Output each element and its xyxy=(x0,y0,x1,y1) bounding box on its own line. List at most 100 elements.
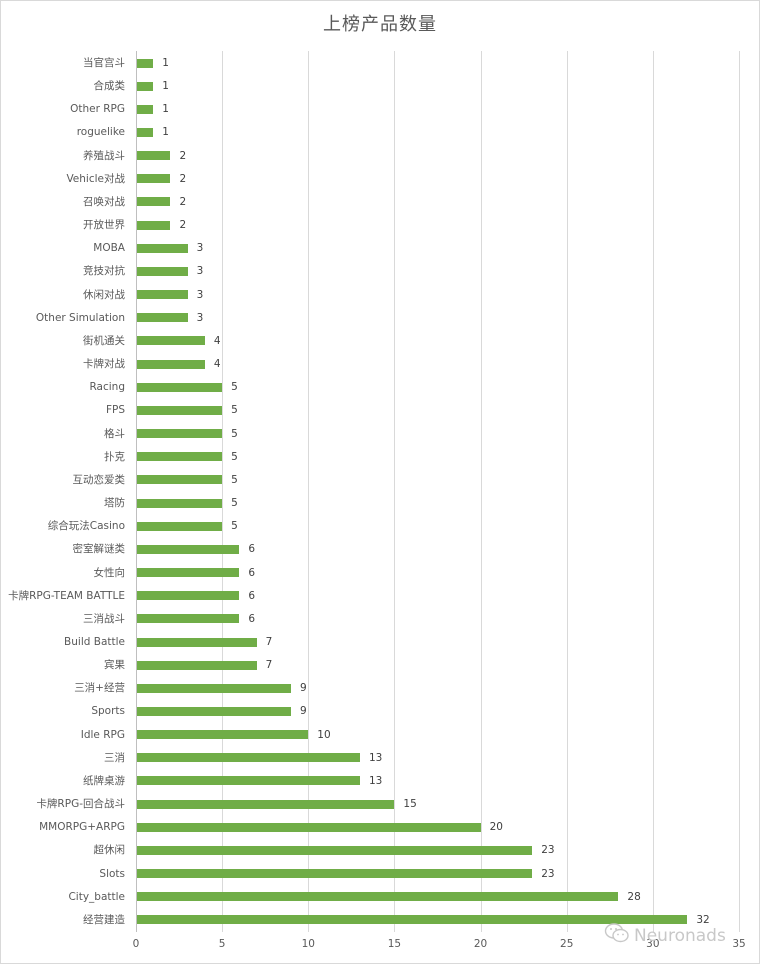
category-label: 合成类 xyxy=(93,80,126,93)
gridline xyxy=(566,51,568,932)
bar xyxy=(137,521,223,531)
bar xyxy=(137,614,240,624)
data-label: 32 xyxy=(696,913,710,926)
category-label: Idle RPG xyxy=(80,728,125,741)
category-label: 竞技对抗 xyxy=(83,265,125,278)
data-label: 1 xyxy=(162,126,169,139)
wechat-icon xyxy=(604,922,630,949)
x-tick-label: 5 xyxy=(218,938,226,950)
chart-title: 上榜产品数量 xyxy=(323,14,437,35)
category-label: 纸牌桌游 xyxy=(83,774,125,787)
plot-area: 当官宫斗 1 合成类 1 Other RPG 1 roguelike 1 养殖战斗 2 Vehicl… xyxy=(8,51,740,932)
data-label: 3 xyxy=(196,242,204,255)
category-label: 密室解谜类 xyxy=(72,543,126,556)
watermark: Neuronads xyxy=(604,922,726,949)
watermark-text: Neuronads xyxy=(634,925,726,946)
category-label: Racing xyxy=(89,381,125,394)
bar xyxy=(137,429,223,439)
category-label: 卡牌RPG-回合战斗 xyxy=(36,798,125,811)
bar xyxy=(137,753,360,763)
data-label: 6 xyxy=(248,543,256,556)
bar xyxy=(137,568,240,578)
data-label: 2 xyxy=(179,172,187,185)
bar xyxy=(137,845,533,855)
data-label: 1 xyxy=(162,80,169,93)
bar xyxy=(137,730,309,740)
category-label: MOBA xyxy=(93,242,125,255)
gridline xyxy=(652,51,654,932)
category-label: 休闲对战 xyxy=(83,288,125,301)
category-label: Vehicle对战 xyxy=(66,172,125,185)
category-label: Slots xyxy=(99,867,125,880)
bar xyxy=(137,127,154,137)
bar xyxy=(137,799,395,809)
data-label: 7 xyxy=(265,636,273,648)
bar xyxy=(137,683,292,693)
data-label: 6 xyxy=(248,612,256,625)
category-label: MMORPG+ARPG xyxy=(39,821,125,834)
bar xyxy=(137,81,154,91)
data-label: 23 xyxy=(541,844,555,857)
category-label: 当官宫斗 xyxy=(83,57,125,69)
category-label: 经营建造 xyxy=(83,913,125,926)
bar xyxy=(137,452,223,462)
data-label: 5 xyxy=(231,450,238,463)
bar xyxy=(137,591,240,601)
category-label: City_battle xyxy=(68,890,125,903)
bar xyxy=(137,822,481,832)
bar xyxy=(137,382,223,392)
category-label: 格斗 xyxy=(104,427,125,440)
bar xyxy=(137,869,533,879)
data-label: 13 xyxy=(368,774,383,787)
bar xyxy=(137,174,171,184)
data-label: 6 xyxy=(248,589,256,602)
category-label: 塔防 xyxy=(104,497,125,510)
bar xyxy=(137,336,205,346)
category-label: 开放世界 xyxy=(83,219,125,232)
data-label: 10 xyxy=(317,728,331,741)
bar xyxy=(137,220,171,230)
data-label: 3 xyxy=(196,288,204,301)
data-label: 3 xyxy=(196,265,204,278)
data-label: 4 xyxy=(213,334,221,347)
data-label: 13 xyxy=(368,751,383,764)
category-label: 养殖战斗 xyxy=(83,149,125,162)
data-label: 1 xyxy=(162,57,169,69)
x-tick-label: 20 xyxy=(473,938,488,950)
data-label: 2 xyxy=(179,195,187,208)
bar xyxy=(137,776,360,786)
category-label: 综合玩法Casino xyxy=(47,520,125,533)
data-label: 5 xyxy=(231,473,238,486)
gridline xyxy=(308,51,310,932)
gridline xyxy=(394,51,396,932)
category-label: Other Simulation xyxy=(35,311,125,324)
data-label: 7 xyxy=(265,659,273,672)
category-label: Sports xyxy=(91,705,125,718)
gridline xyxy=(480,51,482,932)
data-label: 2 xyxy=(179,219,187,232)
y-axis-line xyxy=(136,51,137,932)
bar xyxy=(137,544,240,554)
category-label: 卡牌对战 xyxy=(83,358,125,371)
category-label: 宾果 xyxy=(104,659,125,672)
x-tick-label: 25 xyxy=(560,938,574,950)
category-label: 召唤对战 xyxy=(83,195,125,208)
category-label: 超休闲 xyxy=(93,844,126,857)
bar xyxy=(137,151,171,161)
x-tick-label: 10 xyxy=(301,938,315,950)
bar xyxy=(137,104,154,114)
gridline xyxy=(739,51,740,932)
data-label: 6 xyxy=(248,566,256,579)
category-label: Build Battle xyxy=(64,636,125,648)
data-label: 15 xyxy=(403,798,417,811)
bar xyxy=(137,660,257,670)
category-label: 女性向 xyxy=(93,566,126,579)
x-tick-label: 35 xyxy=(732,938,746,950)
data-label: 28 xyxy=(627,890,641,903)
category-label: 卡牌RPG-TEAM BATTLE xyxy=(8,589,125,602)
data-label: 9 xyxy=(300,682,307,695)
category-label: Other RPG xyxy=(70,103,125,116)
data-label: 5 xyxy=(231,427,238,440)
bar xyxy=(137,915,688,925)
category-label: 扑克 xyxy=(104,450,125,463)
